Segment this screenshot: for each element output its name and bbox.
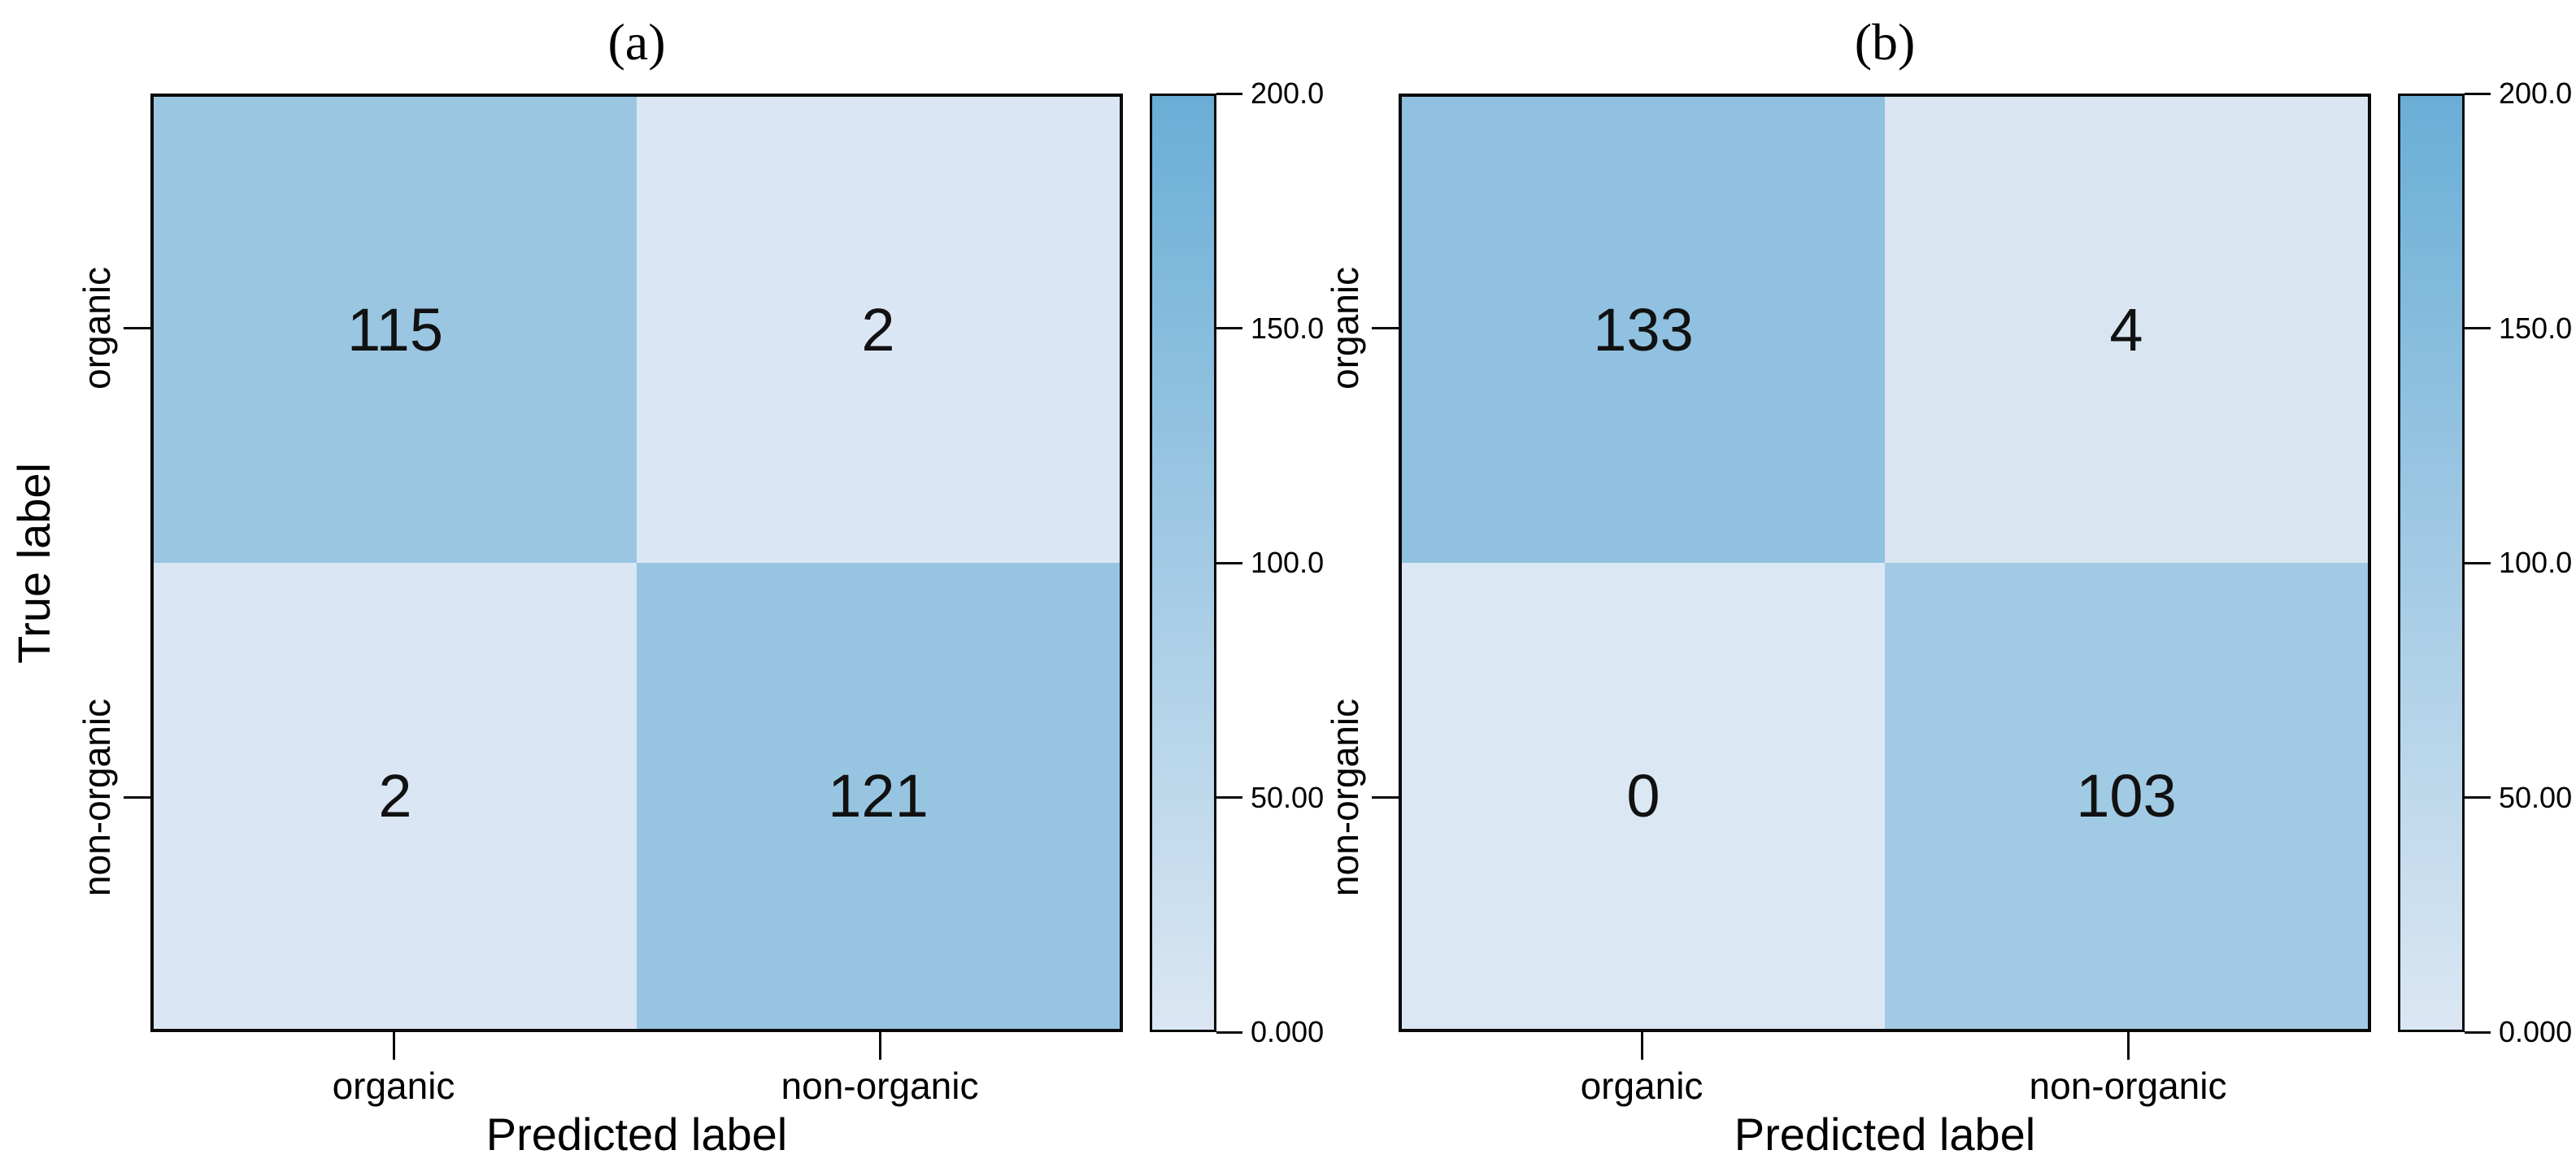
colorbar-tick-line xyxy=(2465,561,2491,564)
panel-a-heatmap: 115 2 2 121 xyxy=(150,94,1123,1032)
colorbar-tick-line xyxy=(1216,796,1242,799)
panel-b-cell-true-non-organic-pred-organic: 0 xyxy=(1402,563,1885,1029)
panel-a-cell-true-non-organic-pred-non-organic: 121 xyxy=(637,563,1120,1029)
panel-b-ytick-label-organic: organic xyxy=(1324,267,1366,390)
panel-a-cell-true-non-organic-pred-organic: 2 xyxy=(154,563,637,1029)
panel-a-title: (a) xyxy=(607,13,666,71)
colorbar-tick-label: 150.0 xyxy=(1251,311,1325,345)
panel-b-ytick-mark-top xyxy=(1372,327,1399,329)
colorbar-tick-label: 50.00 xyxy=(2499,780,2573,814)
colorbar-tick-label: 100.0 xyxy=(2499,546,2573,579)
panel-a-ytick-label-organic: organic xyxy=(76,267,118,390)
panel-a-yaxis-title-band: True label xyxy=(7,94,60,1032)
panel-b-ytick-label-non-organic: non-organic xyxy=(1324,699,1366,896)
panel-b: (b) organic non-organic 133 4 0 103 orga… xyxy=(1248,0,2576,1172)
colorbar-tick-label: 0.000 xyxy=(2499,1015,2573,1048)
colorbar-tick-line xyxy=(1216,327,1242,329)
panel-a-yaxis-title: True label xyxy=(7,462,59,664)
panel-b-colorbar xyxy=(2398,94,2465,1032)
panel-b-xtick-mark-left xyxy=(1641,1032,1643,1060)
panel-a: (a) True label organic non-organic 115 2… xyxy=(7,13,1325,1160)
colorbar-tick-line xyxy=(1216,92,1242,95)
panel-a-xtick-label-non-organic: non-organic xyxy=(781,1065,979,1107)
panel-b-heatmap: 133 4 0 103 xyxy=(1399,94,2371,1032)
panel-a-xtick-mark-right xyxy=(879,1032,881,1060)
colorbar-tick-line xyxy=(1216,1030,1242,1034)
panel-a-xtick-mark-left xyxy=(393,1032,395,1060)
colorbar-tick-label: 150.0 xyxy=(2499,311,2573,345)
panel-b-ytick-mark-bottom xyxy=(1372,796,1399,799)
panel-a-cell-true-organic-pred-non-organic: 2 xyxy=(637,97,1120,563)
panel-b-colorbar-ticks: 200.0 150.0 100.0 50.00 0.000 xyxy=(2465,76,2576,1048)
panel-b-cell-true-organic-pred-non-organic: 4 xyxy=(1885,97,2368,563)
colorbar-tick-line xyxy=(2465,1030,2491,1034)
panel-b-title: (b) xyxy=(1854,13,1916,71)
colorbar-tick-label: 200.0 xyxy=(1251,76,1325,110)
panel-b-xtick-label-organic: organic xyxy=(1580,1065,1704,1107)
panel-a-xaxis-title: Predicted label xyxy=(485,1109,788,1160)
colorbar-tick-line xyxy=(1216,561,1242,564)
panel-b-cell-true-organic-pred-organic: 133 xyxy=(1402,97,1885,563)
colorbar-tick-line xyxy=(2465,92,2491,95)
panel-a-xtick-label-organic: organic xyxy=(332,1065,455,1107)
panel-b-xaxis-title: Predicted label xyxy=(1734,1109,2036,1160)
colorbar-tick-line xyxy=(2465,327,2491,329)
panel-a-ytick-mark-bottom xyxy=(124,796,151,799)
panel-a-ytick-mark-top xyxy=(124,327,151,329)
colorbar-tick-label: 200.0 xyxy=(2499,76,2573,110)
colorbar-tick-label: 0.000 xyxy=(1251,1015,1325,1048)
panel-b-xtick-label-non-organic: non-organic xyxy=(2029,1065,2227,1107)
panel-a-cell-true-organic-pred-organic: 115 xyxy=(154,97,637,563)
panel-b-xtick-mark-right xyxy=(2127,1032,2130,1060)
colorbar-tick-label: 50.00 xyxy=(1251,780,1325,814)
panel-a-colorbar xyxy=(1150,94,1216,1032)
colorbar-tick-label: 100.0 xyxy=(1251,546,1325,579)
panel-b-yaxis-title-band xyxy=(1255,94,1308,1032)
panel-b-cell-true-non-organic-pred-non-organic: 103 xyxy=(1885,563,2368,1029)
colorbar-tick-line xyxy=(2465,796,2491,799)
panel-a-ytick-label-non-organic: non-organic xyxy=(76,699,118,896)
panel-a-colorbar-ticks: 200.0 150.0 100.0 50.00 0.000 xyxy=(1216,76,1379,1048)
